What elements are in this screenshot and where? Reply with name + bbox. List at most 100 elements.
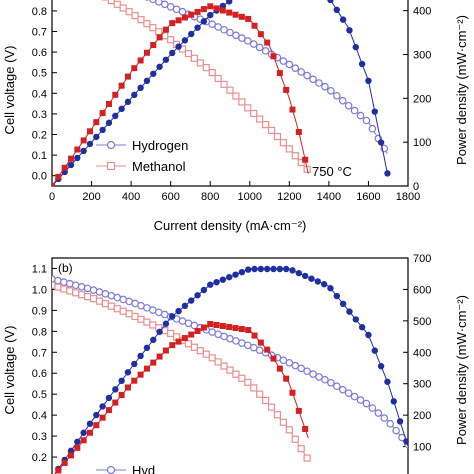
data-point	[276, 365, 283, 372]
data-point	[352, 316, 359, 323]
x-tick-label: 0	[49, 191, 55, 203]
data-point	[194, 24, 201, 31]
data-point	[80, 437, 87, 444]
data-point	[251, 332, 258, 339]
data-point	[283, 375, 290, 382]
data-point	[131, 65, 138, 72]
data-point	[80, 147, 87, 155]
data-point	[365, 77, 372, 85]
data-point	[219, 323, 226, 330]
data-point	[358, 60, 366, 68]
x-tick-label: 1600	[356, 191, 380, 203]
panel-label: (b)	[58, 261, 73, 275]
data-point	[196, 347, 204, 355]
data-point	[270, 355, 277, 362]
data-point	[162, 56, 170, 63]
x-tick-label: 800	[201, 191, 219, 203]
data-point	[320, 281, 328, 288]
data-point	[232, 370, 240, 378]
data-point	[262, 121, 270, 129]
data-point	[95, 297, 104, 305]
data-point	[74, 154, 81, 162]
data-point	[112, 91, 119, 98]
temperature-annotation: 750 °C	[312, 164, 352, 179]
data-point	[226, 366, 234, 374]
data-point	[352, 43, 359, 51]
data-point	[262, 396, 270, 405]
x-tick-label: 1400	[317, 191, 341, 203]
data-point	[255, 43, 264, 52]
data-point	[261, 47, 270, 55]
y-tick-label: 0.8	[32, 326, 47, 338]
legend-marker	[106, 140, 116, 150]
data-point	[107, 0, 115, 5]
data-point	[200, 18, 208, 25]
data-point	[315, 79, 323, 87]
data-point	[226, 9, 233, 16]
data-point	[232, 11, 239, 18]
data-point	[276, 265, 284, 273]
data-point	[380, 414, 389, 422]
data-point	[137, 315, 145, 323]
panel-b: 0.2 0.3 0.4 0.5 0.6 0.7 0.8 0.9 1.0 1.1 100 200 300 4…	[2, 253, 469, 474]
data-point	[80, 429, 87, 436]
data-point	[118, 377, 125, 385]
data-point	[169, 342, 176, 349]
y2-tick-label: 700	[413, 253, 431, 265]
data-point	[301, 272, 309, 280]
data-point	[207, 11, 214, 19]
data-point	[302, 156, 309, 163]
data-point	[344, 389, 353, 397]
data-point	[105, 394, 113, 402]
series-power-methanol	[54, 321, 309, 474]
data-point	[149, 321, 157, 329]
data-point	[143, 344, 151, 352]
data-point	[149, 24, 157, 32]
y-tick-label: 0.7	[32, 27, 47, 39]
data-point	[105, 100, 112, 107]
data-point	[327, 285, 334, 292]
data-point	[263, 265, 271, 273]
data-point	[162, 347, 169, 354]
data-point	[315, 373, 323, 381]
data-point	[289, 106, 296, 113]
data-point	[150, 336, 157, 344]
data-point	[113, 305, 121, 313]
data-point	[332, 382, 341, 391]
data-point	[184, 340, 193, 348]
y-tick-label: 0.6	[32, 368, 47, 380]
data-point	[156, 34, 163, 41]
legend: Hyd	[96, 463, 155, 474]
data-point	[55, 173, 62, 180]
data-point	[169, 313, 176, 320]
data-point	[155, 28, 163, 36]
data-point	[143, 20, 151, 28]
data-point	[52, 281, 56, 289]
data-point	[251, 22, 258, 29]
y-tick-label: 0.3	[32, 109, 47, 121]
data-point	[99, 403, 106, 410]
data-point	[238, 326, 245, 333]
legend-marker	[106, 161, 116, 171]
data-point	[250, 109, 258, 118]
data-point	[267, 126, 276, 134]
data-point	[162, 26, 169, 33]
data-point	[308, 275, 315, 282]
data-point	[60, 285, 68, 293]
data-point	[273, 132, 282, 141]
legend: Hydrogen Methanol	[96, 138, 188, 174]
data-point	[86, 429, 93, 436]
data-point	[226, 28, 234, 37]
data-point	[338, 96, 347, 105]
data-point	[124, 384, 131, 391]
data-point	[219, 7, 226, 14]
y-tick-label: 0.2	[32, 452, 47, 464]
data-point	[61, 164, 68, 171]
data-point	[384, 378, 391, 385]
data-point	[339, 16, 347, 23]
data-point	[273, 411, 282, 419]
data-point	[257, 265, 265, 273]
y2-tick-label: 200	[413, 410, 431, 422]
y2-tick-label: 200	[413, 93, 431, 105]
data-point	[232, 31, 240, 40]
